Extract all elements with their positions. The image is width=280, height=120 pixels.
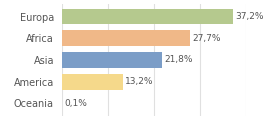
Bar: [62, 52, 162, 68]
Text: 0,1%: 0,1%: [64, 99, 87, 108]
Bar: [62, 9, 234, 24]
Bar: [62, 74, 123, 90]
Text: 27,7%: 27,7%: [192, 34, 220, 43]
Text: 37,2%: 37,2%: [236, 12, 264, 21]
Bar: [62, 30, 190, 46]
Text: 21,8%: 21,8%: [165, 55, 193, 64]
Text: 13,2%: 13,2%: [125, 77, 153, 86]
